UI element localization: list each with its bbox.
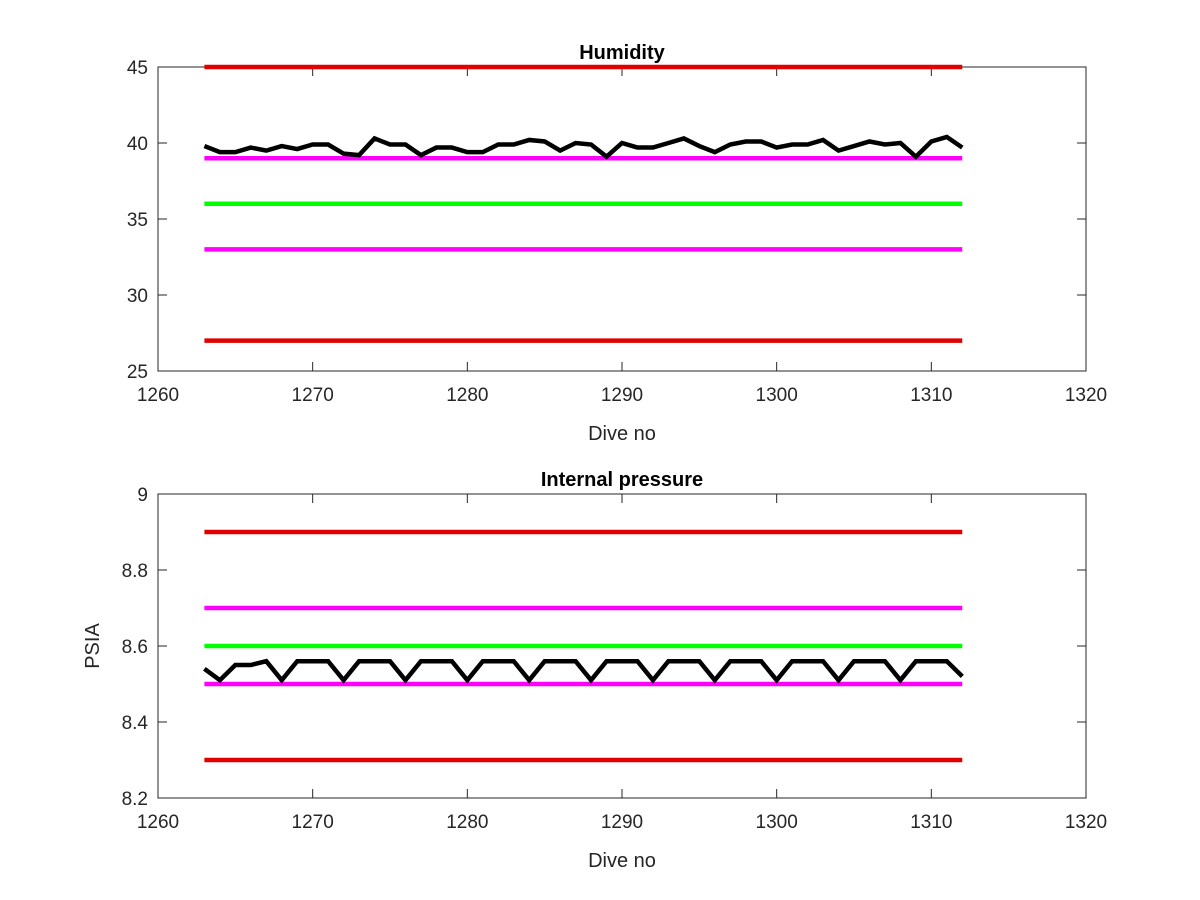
plots: 1260 1270 1280 1290 1300 1310 1320 25 30 35 40 45 Hu…: [82, 42, 1107, 872]
x-tick-label: 1260: [137, 385, 179, 406]
y-tick-label: 40: [127, 134, 148, 155]
x-tick-label: 1300: [756, 812, 798, 833]
y-tick-label: 8.4: [122, 713, 149, 734]
x-tick-label: 1280: [446, 812, 488, 833]
chart-title: Internal pressure: [541, 469, 703, 491]
y-tick-label: 8.2: [122, 789, 148, 810]
x-axis-label: Dive no: [588, 423, 656, 445]
y-tick-label: 8.8: [122, 561, 148, 582]
y-tick-label: 8.6: [122, 637, 148, 658]
x-tick-label: 1270: [292, 385, 334, 406]
x-tick-label: 1320: [1065, 812, 1107, 833]
axes-box: [157, 66, 1087, 372]
series-line: [203, 658, 964, 684]
y-tick-label: 30: [127, 286, 148, 307]
y-tick-label: 25: [127, 362, 148, 383]
y-tick-label: 35: [127, 210, 148, 231]
y-axis-label: PSIA: [82, 623, 104, 669]
series-line: [203, 134, 964, 160]
chart-title: Humidity: [579, 42, 665, 64]
x-tick-label: 1320: [1065, 385, 1107, 406]
x-tick-label: 1290: [601, 812, 643, 833]
x-tick-label: 1290: [601, 385, 643, 406]
chart-2: 1260 1270 1280 1290 1300 1310 1320 8.2 8.4 8.6 8.8…: [82, 469, 1107, 872]
x-tick-label: 1280: [446, 385, 488, 406]
x-axis-label: Dive no: [588, 850, 656, 872]
y-tick-label: 9: [137, 485, 148, 506]
x-tick-label: 1310: [910, 385, 952, 406]
x-tick-label: 1270: [292, 812, 334, 833]
y-tick-label: 45: [127, 58, 148, 79]
x-tick-label: 1300: [756, 385, 798, 406]
x-tick-label: 1310: [910, 812, 952, 833]
x-tick-label: 1260: [137, 812, 179, 833]
chart-1: 1260 1270 1280 1290 1300 1310 1320 25 30 35 40 45 Hu…: [127, 42, 1107, 445]
